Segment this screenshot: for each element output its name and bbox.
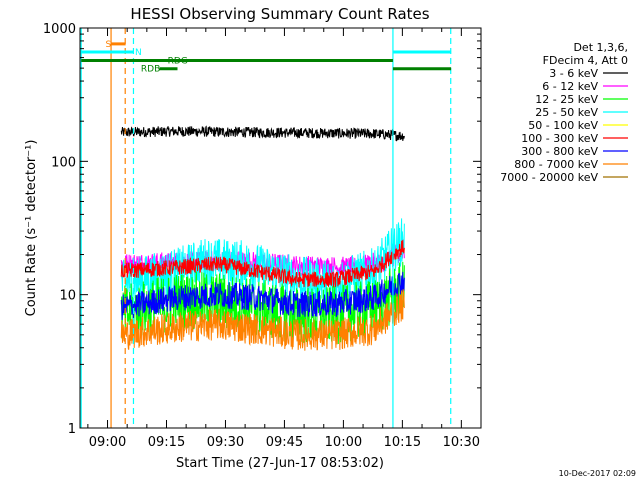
series-line [120,125,405,142]
x-axis-label: Start Time (27-Jun-17 08:53:02) [176,456,384,471]
legend-entry-label: 100 - 300 keV [521,132,598,145]
y-axis-label: Count Rate (s⁻¹ detector⁻¹) [24,140,39,317]
legend-entry-label: 25 - 50 keV [535,106,598,119]
flag-label: S [106,40,112,50]
series-line [120,239,405,288]
flag-label: RDB [141,65,160,75]
legend-entry-label: 12 - 25 keV [535,93,598,106]
flag-label: N [135,48,142,58]
y-tick-label: 1000 [43,22,76,37]
x-tick-label: 09:00 [89,435,126,450]
legend-header: Det 1,3,6, [573,41,628,54]
flag-label: RDG [168,57,188,67]
flag-layer: S N RDG RDB [81,40,452,75]
x-axis: 09:00 09:15 09:30 09:45 10:00 10:15 10:30 [87,28,482,450]
y-tick-label: 100 [51,155,76,170]
legend-entry-label: 300 - 800 keV [521,145,598,158]
legend-entry-label: 800 - 7000 keV [514,158,598,171]
x-tick-label: 10:00 [325,435,362,450]
plot-frame [79,27,482,429]
y-tick-label: 10 [59,289,76,304]
legend-entry-label: 6 - 12 keV [542,80,598,93]
marker-layer [80,28,452,428]
x-tick-label: 09:15 [148,435,185,450]
chart-title: HESSI Observing Summary Count Rates [130,5,429,23]
legend-entry-label: 3 - 6 keV [549,67,598,80]
timestamp: 10-Dec-2017 02:09 [559,469,636,478]
x-tick-label: 09:45 [266,435,303,450]
legend-entry-label: 50 - 100 keV [528,119,598,132]
series-line [120,271,405,321]
y-tick-label: 1 [68,422,76,437]
legend-entry-label: 7000 - 20000 keV [500,171,598,184]
y-axis: 1 10 100 1000 [43,22,481,437]
series-layer [120,125,405,351]
x-tick-label: 10:15 [384,435,421,450]
x-tick-label: 10:30 [443,435,480,450]
legend-header: FDecim 4, Att 0 [543,54,628,67]
x-tick-label: 09:30 [207,435,244,450]
series-line [120,289,405,351]
